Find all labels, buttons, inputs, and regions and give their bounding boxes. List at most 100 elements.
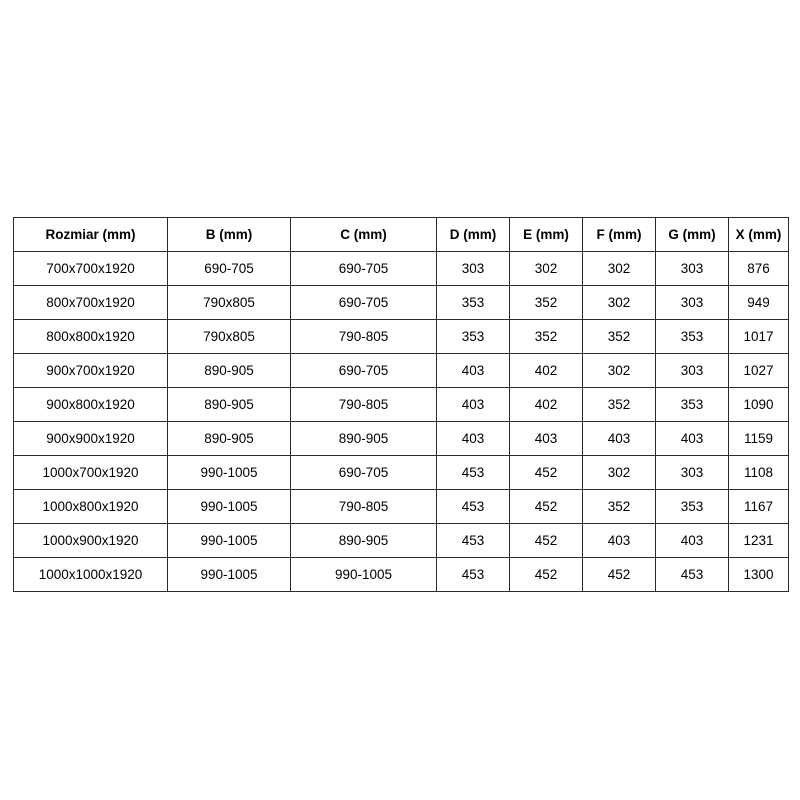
- cell-e: 402: [509, 353, 583, 388]
- cell-e: 452: [509, 523, 583, 558]
- cell-g: 303: [655, 285, 729, 320]
- cell-b: 890-905: [167, 387, 291, 422]
- cell-d: 453: [436, 557, 510, 592]
- cell-x: 949: [728, 285, 789, 320]
- cell-c: 790-805: [290, 319, 437, 354]
- cell-e: 452: [509, 489, 583, 524]
- table-row: 700x700x1920 690-705 690-705 303 302 302 303 87…: [13, 251, 789, 286]
- cell-f: 403: [582, 523, 656, 558]
- table-row: 1000x700x1920 990-1005 690-705 453 452 302 303…: [13, 455, 789, 490]
- cell-x: 1231: [728, 523, 789, 558]
- column-header-b: B (mm): [167, 217, 291, 252]
- cell-c: 690-705: [290, 251, 437, 286]
- cell-f: 302: [582, 285, 656, 320]
- cell-c: 690-705: [290, 353, 437, 388]
- table-row: 900x700x1920 890-905 690-705 403 402 302 303 10…: [13, 353, 789, 388]
- cell-b: 890-905: [167, 353, 291, 388]
- cell-f: 452: [582, 557, 656, 592]
- cell-f: 302: [582, 455, 656, 490]
- cell-size: 800x800x1920: [13, 319, 168, 354]
- cell-c: 890-905: [290, 523, 437, 558]
- cell-g: 353: [655, 489, 729, 524]
- cell-c: 790-805: [290, 489, 437, 524]
- cell-d: 403: [436, 421, 510, 456]
- cell-g: 353: [655, 319, 729, 354]
- cell-b: 690-705: [167, 251, 291, 286]
- cell-f: 352: [582, 319, 656, 354]
- cell-d: 453: [436, 455, 510, 490]
- cell-x: 1027: [728, 353, 789, 388]
- column-header-e: E (mm): [509, 217, 583, 252]
- table-row: 900x900x1920 890-905 890-905 403 403 403 403 11…: [13, 421, 789, 456]
- cell-e: 403: [509, 421, 583, 456]
- table-row: 1000x900x1920 990-1005 890-905 453 452 403 403…: [13, 523, 789, 558]
- cell-f: 352: [582, 387, 656, 422]
- cell-e: 352: [509, 319, 583, 354]
- cell-e: 452: [509, 455, 583, 490]
- table-row: 800x800x1920 790x805 790-805 353 352 352 353 10…: [13, 319, 789, 354]
- cell-d: 453: [436, 489, 510, 524]
- cell-b: 890-905: [167, 421, 291, 456]
- cell-g: 303: [655, 353, 729, 388]
- table-header-row: Rozmiar (mm) B (mm) C (mm) D (mm) E (mm)…: [13, 217, 789, 252]
- cell-c: 790-805: [290, 387, 437, 422]
- cell-d: 403: [436, 353, 510, 388]
- cell-x: 1090: [728, 387, 789, 422]
- cell-g: 303: [655, 455, 729, 490]
- cell-c: 990-1005: [290, 557, 437, 592]
- cell-g: 303: [655, 251, 729, 286]
- table-row: 900x800x1920 890-905 790-805 403 402 352 353 10…: [13, 387, 789, 422]
- cell-b: 990-1005: [167, 455, 291, 490]
- cell-g: 403: [655, 523, 729, 558]
- cell-f: 302: [582, 251, 656, 286]
- cell-g: 403: [655, 421, 729, 456]
- cell-e: 452: [509, 557, 583, 592]
- cell-d: 353: [436, 285, 510, 320]
- dimensions-table: Rozmiar (mm) B (mm) C (mm) D (mm) E (mm)…: [13, 217, 789, 592]
- cell-size: 900x900x1920: [13, 421, 168, 456]
- cell-b: 990-1005: [167, 523, 291, 558]
- cell-x: 876: [728, 251, 789, 286]
- cell-f: 403: [582, 421, 656, 456]
- table-header: Rozmiar (mm) B (mm) C (mm) D (mm) E (mm)…: [13, 217, 789, 252]
- cell-b: 990-1005: [167, 489, 291, 524]
- table-body: 700x700x1920 690-705 690-705 303 302 302 303 87…: [13, 251, 789, 592]
- cell-x: 1167: [728, 489, 789, 524]
- cell-f: 302: [582, 353, 656, 388]
- cell-d: 453: [436, 523, 510, 558]
- cell-g: 453: [655, 557, 729, 592]
- cell-e: 352: [509, 285, 583, 320]
- cell-e: 402: [509, 387, 583, 422]
- cell-c: 690-705: [290, 455, 437, 490]
- table-row: 800x700x1920 790x805 690-705 353 352 302 303 94…: [13, 285, 789, 320]
- cell-size: 1000x800x1920: [13, 489, 168, 524]
- cell-size: 1000x700x1920: [13, 455, 168, 490]
- cell-x: 1108: [728, 455, 789, 490]
- column-header-x: X (mm): [728, 217, 789, 252]
- column-header-size: Rozmiar (mm): [13, 217, 168, 252]
- cell-b: 790x805: [167, 285, 291, 320]
- cell-size: 1000x1000x1920: [13, 557, 168, 592]
- dimensions-table-container: Rozmiar (mm) B (mm) C (mm) D (mm) E (mm)…: [13, 217, 789, 592]
- cell-d: 403: [436, 387, 510, 422]
- cell-b: 790x805: [167, 319, 291, 354]
- cell-d: 353: [436, 319, 510, 354]
- cell-c: 690-705: [290, 285, 437, 320]
- cell-size: 800x700x1920: [13, 285, 168, 320]
- cell-size: 1000x900x1920: [13, 523, 168, 558]
- cell-x: 1159: [728, 421, 789, 456]
- cell-size: 700x700x1920: [13, 251, 168, 286]
- cell-d: 303: [436, 251, 510, 286]
- column-header-d: D (mm): [436, 217, 510, 252]
- cell-g: 353: [655, 387, 729, 422]
- cell-x: 1017: [728, 319, 789, 354]
- column-header-f: F (mm): [582, 217, 656, 252]
- column-header-c: C (mm): [290, 217, 437, 252]
- cell-b: 990-1005: [167, 557, 291, 592]
- table-row: 1000x1000x1920 990-1005 990-1005 453 452 452 4…: [13, 557, 789, 592]
- cell-size: 900x700x1920: [13, 353, 168, 388]
- cell-f: 352: [582, 489, 656, 524]
- cell-e: 302: [509, 251, 583, 286]
- cell-size: 900x800x1920: [13, 387, 168, 422]
- cell-c: 890-905: [290, 421, 437, 456]
